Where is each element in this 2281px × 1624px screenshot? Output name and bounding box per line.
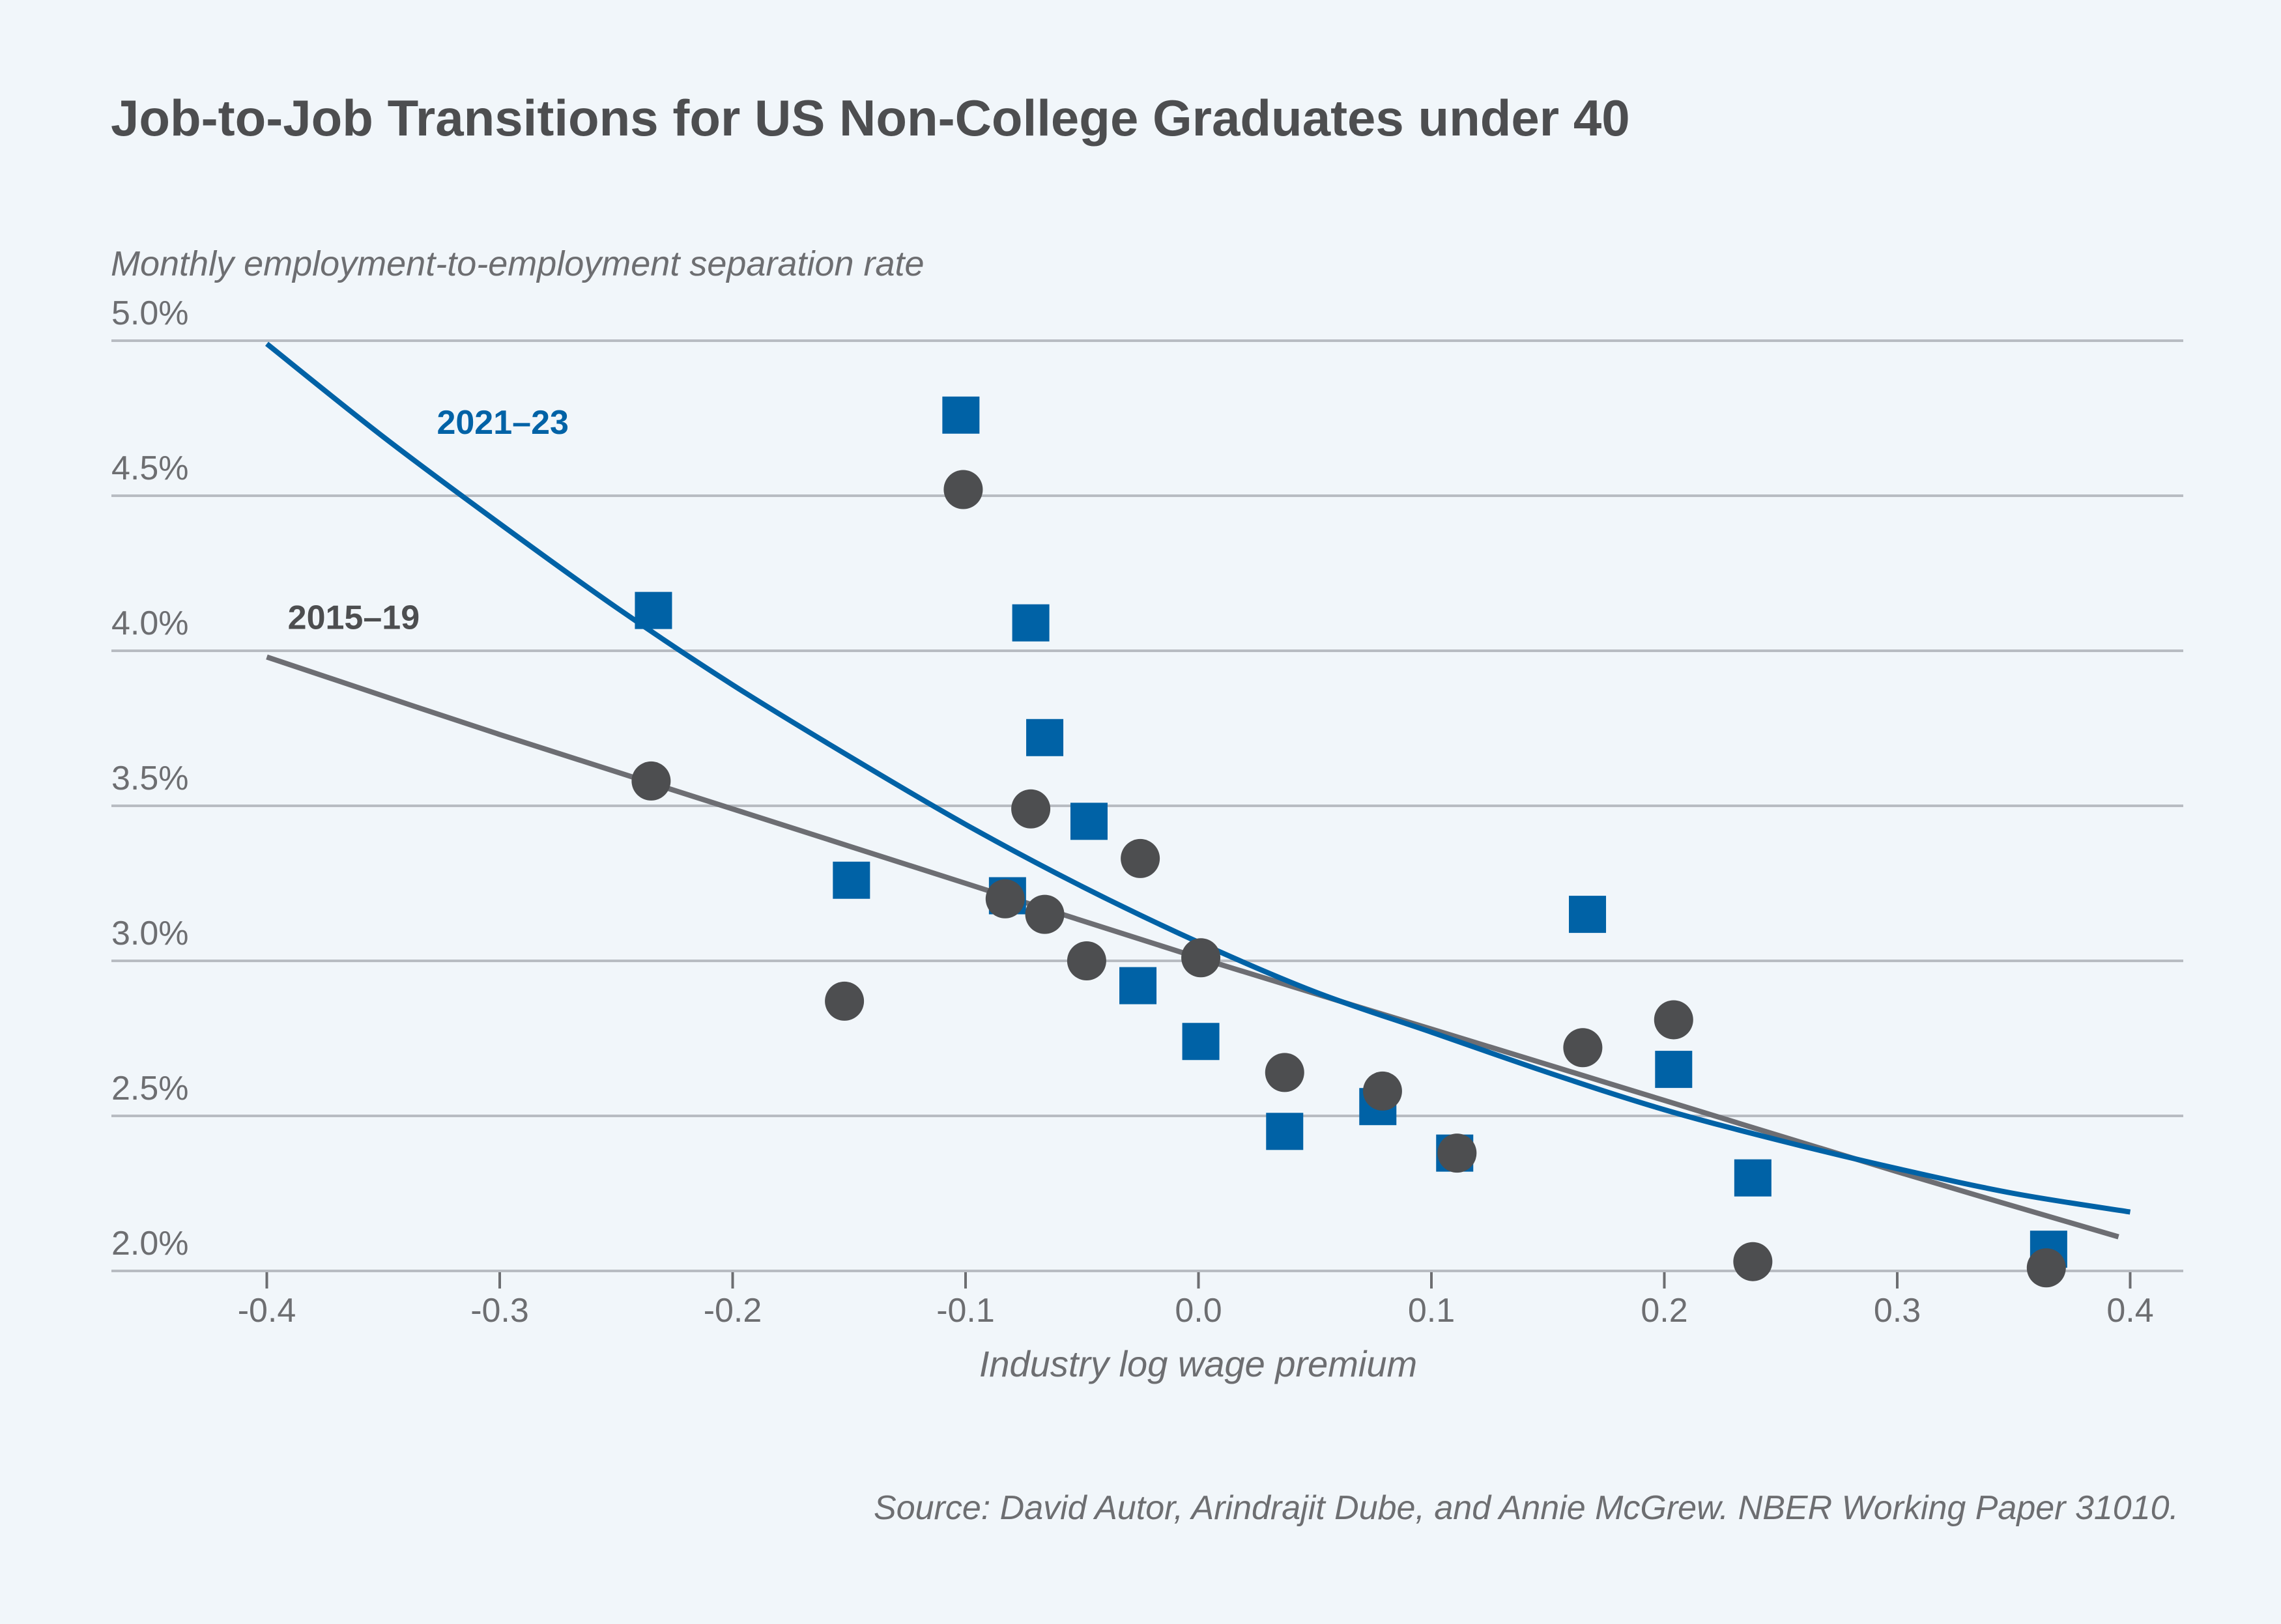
x-tick-label: -0.1 xyxy=(936,1292,995,1330)
point-2015-19 xyxy=(825,981,865,1021)
point-2021-23 xyxy=(635,591,672,629)
point-2015-19 xyxy=(1181,938,1221,978)
source-note: Source: David Autor, Arindrajit Dube, an… xyxy=(874,1489,2179,1527)
point-2021-23 xyxy=(942,396,980,434)
point-2015-19 xyxy=(1563,1028,1603,1068)
x-tick-label: 0.3 xyxy=(1874,1292,1921,1330)
x-tick-label: 0.4 xyxy=(2106,1292,2153,1330)
y-tick-label: 5.0% xyxy=(111,294,189,332)
point-2021-23 xyxy=(1119,967,1157,1004)
gridlines xyxy=(111,339,2183,1272)
y-tick-label: 2.0% xyxy=(111,1225,189,1262)
y-tick-label: 2.5% xyxy=(111,1070,189,1107)
point-2021-23 xyxy=(1569,896,1607,933)
point-2015-19 xyxy=(1121,838,1160,878)
point-2021-23 xyxy=(1655,1051,1693,1089)
chart-title: Job-to-Job Transitions for US Non-Colleg… xyxy=(111,89,1630,147)
point-2015-19 xyxy=(1011,789,1051,829)
point-2021-23 xyxy=(1182,1023,1220,1061)
series-label-2015-19: 2015–19 xyxy=(288,599,420,637)
point-2015-19 xyxy=(943,470,983,509)
point-2021-23 xyxy=(1734,1159,1772,1197)
point-2015-19 xyxy=(2026,1248,2066,1288)
x-axis-title: Industry log wage premium xyxy=(979,1343,1417,1384)
y-tick-label: 4.0% xyxy=(111,605,189,642)
x-tick-label: 0.0 xyxy=(1175,1292,1222,1330)
y-tick-label: 3.5% xyxy=(111,760,189,797)
x-tick-label: -0.3 xyxy=(470,1292,529,1330)
x-tick-label: 0.2 xyxy=(1641,1292,1687,1330)
point-2021-23 xyxy=(1266,1113,1304,1150)
point-2021-23 xyxy=(1026,719,1064,756)
point-2015-19 xyxy=(1654,1000,1693,1040)
data-points xyxy=(631,396,2067,1288)
x-tick-label: -0.4 xyxy=(238,1292,296,1330)
point-2015-19 xyxy=(1437,1133,1477,1173)
fit-line-2021-23 xyxy=(265,341,2131,1215)
x-tick-label: 0.1 xyxy=(1408,1292,1455,1330)
y-axis-title: Monthly employment-to-employment separat… xyxy=(111,244,925,283)
point-2021-23 xyxy=(1070,803,1108,840)
series-label-2021-23: 2021–23 xyxy=(437,404,568,442)
point-2015-19 xyxy=(1733,1242,1773,1281)
point-2015-19 xyxy=(631,761,671,801)
point-2015-19 xyxy=(1362,1071,1402,1111)
y-tick-label: 3.0% xyxy=(111,915,189,952)
point-2015-19 xyxy=(1025,894,1065,934)
x-tick-label: -0.2 xyxy=(704,1292,762,1330)
point-2015-19 xyxy=(985,879,1025,919)
point-2021-23 xyxy=(833,861,870,899)
y-axis-tick-labels: 2.0% 2.5% 3.0% 3.5% 4.0% 4.5% 5.0% xyxy=(111,294,189,1262)
series-labels: 2021–23 2015–19 xyxy=(288,404,569,637)
y-tick-label: 4.5% xyxy=(111,449,189,487)
point-2015-19 xyxy=(1265,1053,1304,1092)
point-2021-23 xyxy=(1012,604,1050,642)
point-2015-19 xyxy=(1067,941,1106,980)
x-axis-ticks: -0.4 -0.3 -0.2 -0.1 0.0 0.1 0.2 0.3 0.4 xyxy=(238,1272,2154,1330)
